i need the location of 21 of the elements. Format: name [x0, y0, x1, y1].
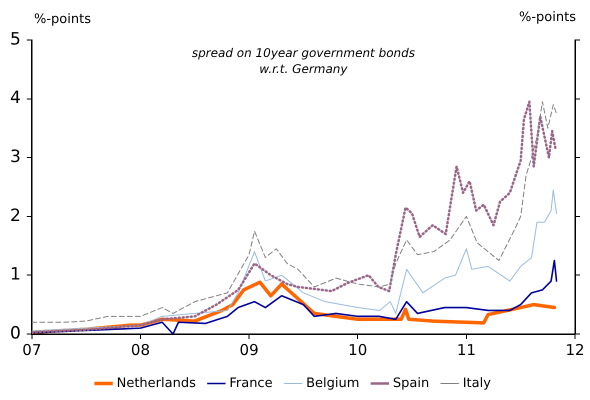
- x-tick-label: 08: [130, 340, 150, 359]
- y-tick-label: 1: [10, 264, 21, 285]
- y-tick-label: 3: [10, 147, 21, 168]
- legend-label: Spain: [392, 376, 430, 391]
- text: w.r.t. Germany: [259, 62, 348, 76]
- y-axis-title: %-points: [34, 12, 92, 27]
- y-tick-label: 2: [10, 206, 21, 226]
- x-tick-label: 12: [565, 340, 585, 359]
- y-tick-label: 5: [10, 29, 21, 50]
- y2-axis-title: %-points: [519, 10, 576, 25]
- x-tick-label: 09: [240, 340, 259, 359]
- x-tick-label: 11: [456, 340, 476, 359]
- legend-label: Italy: [462, 376, 492, 391]
- y-tick-label: 0: [10, 323, 21, 344]
- text: spread on 10year government bonds: [192, 46, 416, 60]
- legend-label: Belgium: [306, 376, 360, 391]
- legend-label: France: [229, 376, 273, 391]
- y-tick-label: 4: [10, 88, 21, 108]
- x-tick-label: 07: [22, 340, 42, 359]
- x-tick-label: 10: [348, 340, 368, 359]
- legend-label: Netherlands: [116, 376, 196, 391]
